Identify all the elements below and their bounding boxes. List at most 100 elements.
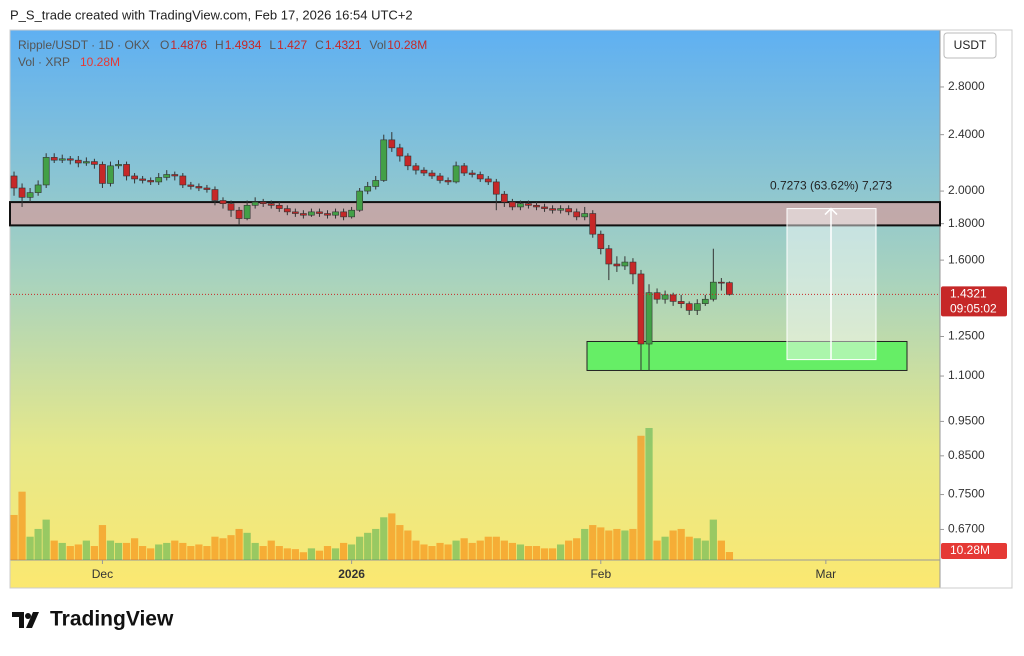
candle-body bbox=[324, 213, 331, 216]
volume-bar bbox=[597, 527, 605, 560]
candle-body bbox=[187, 184, 195, 187]
volume-bar bbox=[139, 546, 147, 560]
candle-body bbox=[653, 292, 661, 300]
candle-body bbox=[332, 211, 339, 216]
currency-button[interactable] bbox=[943, 32, 997, 59]
volume-bar bbox=[540, 548, 549, 560]
ohlc-key: O bbox=[160, 38, 169, 52]
volume-name: Vol · XRP bbox=[18, 55, 70, 69]
volume-bar bbox=[219, 538, 227, 560]
candle-body bbox=[484, 178, 492, 183]
candle-body bbox=[26, 192, 34, 198]
candle-body bbox=[549, 208, 556, 211]
volume-bar bbox=[460, 538, 468, 560]
candle-body bbox=[243, 205, 251, 219]
candle-body bbox=[452, 165, 460, 183]
frame bbox=[9, 29, 1013, 589]
candle-body bbox=[492, 181, 500, 195]
volume-bar bbox=[653, 540, 661, 560]
volume-bar bbox=[58, 542, 66, 560]
symbol: Ripple/USDT · 1D · OKX bbox=[18, 38, 150, 52]
candle-body bbox=[203, 187, 211, 190]
support-zone bbox=[586, 340, 908, 371]
volume-bar bbox=[82, 540, 90, 560]
y-tick-label: 1.6000 bbox=[948, 252, 985, 266]
measure-arrowhead bbox=[824, 207, 838, 216]
volume-bar bbox=[484, 536, 492, 560]
candle-body bbox=[677, 301, 685, 304]
volume-bar bbox=[476, 540, 484, 560]
candle-body bbox=[227, 203, 235, 211]
volume-bar bbox=[283, 548, 291, 560]
candle-body bbox=[629, 261, 637, 275]
volume-bar bbox=[444, 544, 452, 560]
currency[interactable]: USDT bbox=[954, 38, 987, 52]
candle-body bbox=[308, 211, 315, 216]
candle-body bbox=[66, 158, 74, 161]
volume-bar bbox=[589, 525, 597, 560]
volume-bar bbox=[235, 528, 243, 560]
y-tick-label: 0.6700 bbox=[948, 522, 985, 536]
volume-bar bbox=[709, 519, 717, 560]
candle-body bbox=[581, 213, 589, 218]
candle-body bbox=[380, 139, 388, 181]
volume-bar bbox=[701, 540, 709, 560]
candle-body bbox=[195, 186, 203, 189]
candle-body bbox=[99, 164, 106, 184]
volume-bar bbox=[356, 536, 364, 560]
candle-body bbox=[436, 175, 444, 181]
volume-bar bbox=[243, 532, 251, 560]
volume-bar bbox=[163, 542, 171, 560]
candle-body bbox=[316, 211, 323, 214]
volume-bar bbox=[34, 528, 42, 560]
x-tick-label: Mar bbox=[816, 567, 837, 581]
volume-bar bbox=[66, 546, 74, 560]
volume-bar bbox=[452, 540, 460, 560]
candle-body bbox=[460, 165, 468, 174]
volume-bar bbox=[581, 528, 589, 560]
candle-body bbox=[669, 294, 677, 302]
candle-body bbox=[605, 248, 613, 265]
ohlc-value: 1.4934 bbox=[225, 38, 262, 52]
volume-bar bbox=[420, 544, 428, 560]
volume-bar bbox=[629, 528, 637, 560]
candle-body bbox=[74, 159, 82, 164]
volume-bar bbox=[155, 544, 163, 560]
candle-body bbox=[147, 180, 155, 183]
volume-bar bbox=[661, 536, 669, 560]
candle-body bbox=[533, 205, 540, 208]
candle-body bbox=[348, 209, 355, 218]
last-price-box bbox=[941, 286, 1007, 317]
candle-body bbox=[275, 205, 283, 209]
candle-body bbox=[291, 211, 299, 214]
y-tick-label: 1.1000 bbox=[948, 368, 985, 382]
volume-bar bbox=[468, 542, 476, 560]
last-price: 1.4321 bbox=[950, 287, 987, 301]
candle-body bbox=[171, 174, 179, 177]
candle-body bbox=[50, 157, 58, 161]
volume-bar bbox=[372, 528, 380, 560]
brand: TradingView bbox=[50, 608, 174, 631]
volume-bar bbox=[26, 536, 34, 560]
candle-body bbox=[364, 186, 372, 192]
candle-body bbox=[541, 206, 548, 209]
candle-body bbox=[58, 158, 66, 161]
candle-body bbox=[726, 282, 733, 295]
volume-bar bbox=[436, 542, 444, 560]
ohlc-legend: O 1.4876 H 1.4934 L 1.427 C 1.4321 Vol 10.28M bbox=[160, 38, 427, 52]
candle-body bbox=[476, 174, 484, 180]
y-tick-label: 2.8000 bbox=[948, 79, 985, 93]
volume-bar bbox=[412, 540, 420, 560]
candle-body bbox=[388, 139, 396, 149]
volume-bar bbox=[187, 546, 195, 560]
candle-body bbox=[83, 161, 90, 164]
volume-bar bbox=[203, 546, 211, 560]
candle-body bbox=[179, 175, 187, 186]
candle-body bbox=[693, 303, 701, 311]
candle-body bbox=[517, 203, 524, 208]
x-tick-label: Feb bbox=[590, 567, 611, 581]
resistance-zone bbox=[9, 201, 941, 227]
candle-body bbox=[412, 165, 420, 171]
candle-body bbox=[396, 147, 404, 157]
volume-bar bbox=[693, 538, 701, 560]
